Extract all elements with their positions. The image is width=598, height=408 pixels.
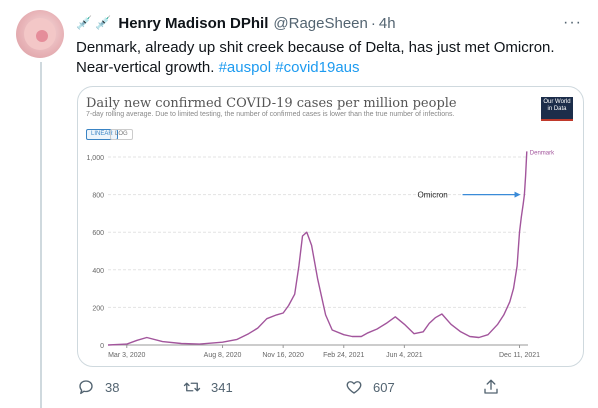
action-bar: 38 341 607 [77,376,507,398]
avatar[interactable] [16,10,64,58]
y-tick-label: 1,000 [86,155,104,162]
x-tick-label: Feb 24, 2021 [323,352,364,359]
tweet-text-line: Near-vertical growth. #auspol #covid19au… [76,58,581,78]
y-tick-label: 0 [100,343,104,350]
x-tick-label: Mar 3, 2020 [108,352,145,359]
user-handle[interactable]: @RageSheen [273,14,368,32]
y-tick-label: 400 [92,268,104,275]
x-tick-label: Dec 11, 2021 [499,352,540,359]
thread-connector-line [40,62,42,408]
retweet-count: 341 [211,379,233,395]
x-tick-label: Aug 8, 2020 [204,352,242,359]
tweet-header: 💉 💉 Henry Madison DPhil @RageSheen · 4h [76,13,396,33]
retweet-icon [183,382,201,392]
share-icon [484,379,498,394]
y-tick-label: 600 [92,230,104,237]
timestamp[interactable]: 4h [378,14,396,32]
syringe-icon: 💉 [76,15,93,30]
like-button[interactable]: 607 [345,376,395,398]
hashtag-link[interactable]: #covid19aus [275,59,360,76]
tweet-text-line: Denmark, already up shit creek because o… [76,39,555,56]
hashtag-link[interactable]: #auspol [218,59,272,76]
share-button[interactable] [482,376,500,398]
retweet-button[interactable]: 341 [183,376,233,398]
heart-icon [346,381,362,394]
reply-count: 38 [105,379,120,395]
owid-logo: Our World in Data [541,97,573,121]
separator-dot: · [370,14,376,32]
display-name[interactable]: Henry Madison DPhil [118,14,269,32]
series-line-denmark [107,151,528,346]
x-tick-label: Nov 16, 2020 [262,352,304,359]
annotation-arrowhead [514,191,521,198]
tweet-text: Denmark, already up shit creek because o… [76,38,581,78]
more-options-icon[interactable]: ··· [563,14,582,31]
annotation-label: Omicron [418,191,448,200]
reply-button[interactable]: 38 [77,376,119,398]
syringe-icon: 💉 [95,15,112,30]
owid-logo-bar [541,119,573,121]
like-count: 607 [373,379,395,395]
series-label: Denmark [530,150,555,156]
chart-subtitle: 7-day rolling average. Due to limited te… [86,111,455,118]
owid-logo-text: Our World in Data [543,99,571,112]
chart-title: Daily new confirmed COVID-19 cases per m… [86,96,457,111]
x-tick-label: Jun 4, 2021 [386,352,423,359]
y-tick-label: 200 [92,305,104,312]
reply-icon [79,380,93,395]
media-card[interactable]: Daily new confirmed COVID-19 cases per m… [77,86,584,367]
log-scale-toggle[interactable]: LOG [110,129,133,140]
linear-scale-toggle[interactable]: LINEAR [86,129,118,140]
chart-plot: 0 200 400 600 800 1,000 Mar 3, 2020 Aug 8, 2020… [86,150,555,359]
avatar-detail [36,30,48,42]
tweet-text-plain: Near-vertical growth. [76,59,215,76]
y-tick-label: 800 [92,193,104,200]
